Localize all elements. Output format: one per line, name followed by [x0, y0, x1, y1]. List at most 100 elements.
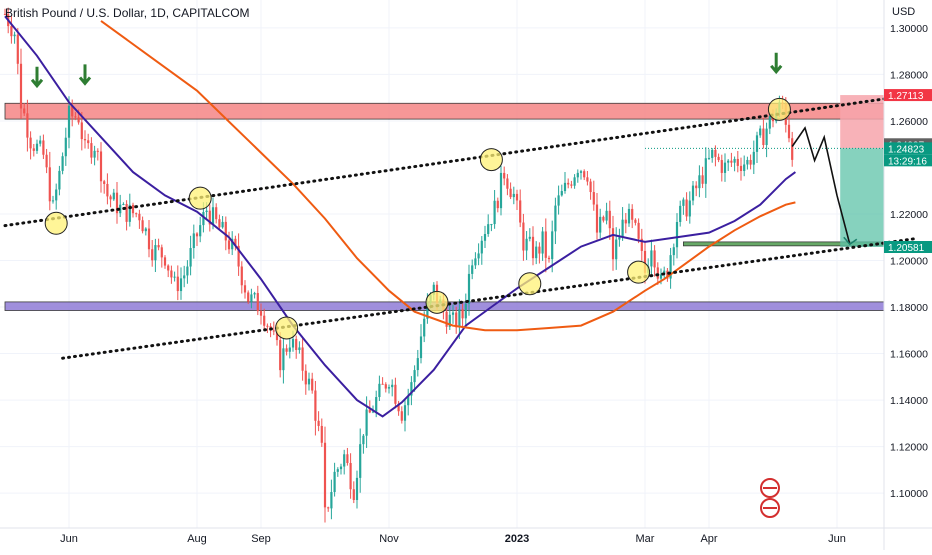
candle-down — [151, 249, 154, 261]
candle-down — [163, 257, 167, 266]
highlight-circle — [767, 97, 791, 121]
price-label: 1.24823 — [888, 144, 925, 155]
candle-up — [490, 224, 493, 226]
candle-down — [77, 117, 80, 123]
candle-down — [227, 240, 231, 250]
candle-down — [176, 276, 179, 292]
candle-up — [525, 238, 528, 251]
candle-up — [183, 275, 186, 279]
down-arrow-icon — [78, 64, 92, 86]
candle-down — [90, 143, 93, 158]
y-tick-label: 1.16000 — [890, 349, 928, 361]
candle-up — [58, 170, 61, 190]
candle-down — [247, 292, 250, 302]
candle-up — [618, 237, 621, 240]
candle-down — [640, 238, 643, 251]
candle-up — [199, 225, 202, 237]
candle-down — [83, 139, 87, 141]
x-tick-label: Jun — [828, 533, 846, 545]
candle-down — [125, 203, 128, 222]
candle-down — [3, 13, 7, 15]
candle-down — [515, 193, 519, 201]
candle-up — [419, 336, 423, 359]
candle-up — [659, 274, 663, 279]
candle-up — [339, 466, 343, 470]
candle-down — [352, 489, 355, 501]
candle-up — [61, 156, 64, 171]
candle-down — [586, 177, 589, 182]
candle-up — [291, 339, 295, 348]
resistance-zone — [4, 102, 885, 120]
candle-down — [656, 267, 659, 279]
candle-down — [109, 196, 112, 200]
candle-down — [368, 409, 371, 413]
candle-up — [755, 135, 759, 152]
candle-up — [375, 397, 378, 412]
chart-title: British Pound / U.S. Dollar, 1D, CAPITAL… — [5, 6, 250, 20]
candle-up — [250, 294, 253, 302]
candle-up — [173, 276, 176, 278]
moving-averages — [4, 15, 796, 418]
candle-down — [167, 265, 170, 271]
candle-down — [224, 221, 227, 241]
candle-down — [736, 158, 739, 166]
moving-average-slow — [100, 20, 796, 332]
candle-up — [154, 245, 157, 261]
candle-down — [48, 167, 51, 202]
highlight-circle — [188, 186, 212, 210]
candle-down — [624, 219, 627, 224]
candle-down — [519, 200, 522, 223]
projection — [791, 126, 858, 246]
candle-up — [752, 151, 755, 165]
candle-up — [682, 199, 685, 206]
y-tick-label: 1.22000 — [890, 209, 928, 221]
candle-up — [727, 160, 730, 163]
candle-up — [407, 395, 410, 406]
candle-down — [631, 208, 634, 220]
candle-up — [231, 238, 234, 250]
candle-down — [115, 192, 119, 214]
candles — [3, 7, 794, 523]
highlight-circle — [44, 211, 68, 235]
candle-up — [605, 210, 608, 221]
x-tick-label: 2023 — [505, 533, 529, 545]
candle-up — [557, 195, 560, 206]
candle-up — [64, 137, 67, 157]
projection-path — [791, 126, 851, 245]
price-label: 1.20581 — [888, 243, 925, 254]
y-tick-label: 1.28000 — [890, 69, 928, 81]
candle-down — [243, 285, 247, 293]
candle-down — [74, 116, 77, 118]
candle-up — [493, 200, 496, 225]
candle-down — [547, 257, 551, 260]
down-arrow-icon — [30, 66, 44, 89]
candle-up — [202, 212, 205, 226]
candle-down — [455, 312, 458, 328]
candle-down — [208, 210, 211, 225]
x-tick-label: Apr — [700, 533, 717, 545]
candle-up — [448, 314, 451, 327]
candle-up — [221, 221, 224, 228]
candle-down — [157, 245, 160, 248]
candle-down — [720, 160, 723, 173]
candle-up — [672, 247, 675, 256]
x-tick-label: Mar — [636, 533, 655, 545]
candle-down — [195, 233, 199, 237]
candle-down — [583, 171, 586, 178]
candle-up — [253, 293, 256, 295]
candle-up — [560, 191, 563, 196]
candle-down — [320, 425, 323, 443]
take-profit-box — [840, 148, 884, 247]
candle-down — [215, 207, 218, 220]
candle-up — [362, 435, 365, 445]
grid — [0, 0, 884, 528]
price-label: 13:29:16 — [888, 156, 927, 167]
time-axis: Jun Aug Sep Nov 2023 Mar Apr Jun — [0, 478, 932, 545]
candle-up — [67, 105, 71, 138]
candle-up — [343, 454, 346, 467]
y-tick-label: 1.10000 — [890, 488, 928, 500]
candle-up — [759, 128, 762, 136]
candle-down — [595, 204, 599, 233]
